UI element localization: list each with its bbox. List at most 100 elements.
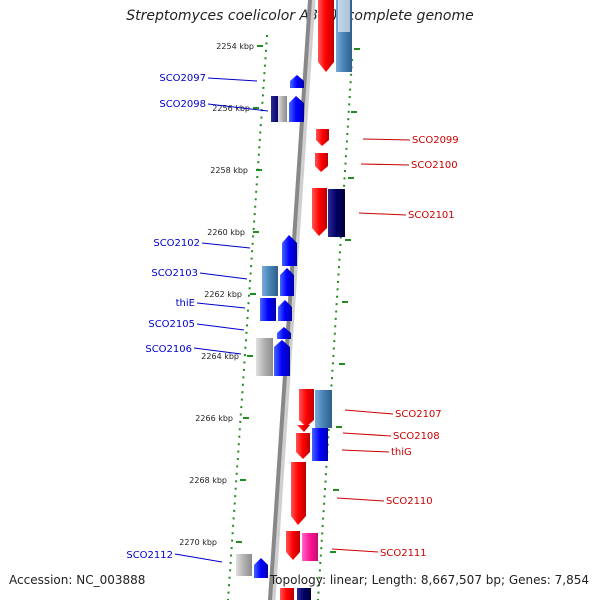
gene-arrow-forward[interactable]	[274, 340, 290, 376]
border-dot	[255, 190, 258, 193]
feature-box[interactable]	[315, 390, 332, 428]
gene-label-sco2108[interactable]: SCO2108	[342, 431, 440, 442]
gene-arrow-reverse[interactable]	[296, 433, 310, 459]
border-dot	[339, 243, 342, 246]
gene-label-sco2098[interactable]: SCO2098	[159, 99, 269, 112]
gene-label-sco2100[interactable]: SCO2100	[360, 160, 458, 171]
gene-arrow-forward[interactable]	[282, 235, 297, 266]
feature-box[interactable]	[312, 428, 328, 461]
border-dot	[336, 288, 339, 291]
feature-box[interactable]	[328, 189, 345, 237]
gene-label-sco2097[interactable]: SCO2097	[159, 73, 258, 84]
border-dot	[253, 213, 256, 216]
border-dot	[257, 161, 260, 164]
feature-box[interactable]	[280, 588, 294, 600]
gene-arrow-forward[interactable]	[290, 75, 304, 88]
feature-box[interactable]	[260, 298, 276, 321]
gene-label-sco2106[interactable]: SCO2106	[145, 344, 242, 355]
border-dot	[231, 532, 234, 535]
border-dot	[348, 96, 351, 98]
gene-label-sco2099[interactable]: SCO2099	[362, 135, 459, 146]
forward-gene-labels: SCO2097 SCO2098 SCO2102 SCO2103 thiE SCO…	[126, 73, 269, 563]
ruler-tick: 2256 kbp	[212, 104, 259, 113]
gene-arrow-forward[interactable]	[278, 300, 292, 321]
border-dot	[348, 103, 351, 106]
border-dot	[248, 294, 250, 297]
gene-label-text: thiE	[176, 298, 195, 309]
ruler-tick-label: 2264 kbp	[201, 352, 239, 361]
border-dot	[227, 591, 230, 594]
gene-arrow-reverse[interactable]	[312, 188, 327, 236]
border-dot	[242, 368, 245, 371]
ruler-tick-label: 2254 kbp	[216, 42, 254, 51]
gene-arrow-reverse[interactable]	[318, 0, 334, 72]
gene-label-sco2103[interactable]: SCO2103	[151, 268, 248, 280]
border-dot	[320, 547, 323, 550]
gene-label-sco2111[interactable]: SCO2111	[331, 548, 427, 559]
gene-arrow-reverse[interactable]	[297, 425, 310, 432]
gene-label-sco2102[interactable]: SCO2102	[153, 238, 251, 249]
gene-arrow-forward[interactable]	[254, 558, 268, 578]
border-dot	[346, 125, 349, 128]
border-dot	[246, 317, 249, 319]
border-dot	[331, 362, 334, 365]
border-dot	[259, 131, 262, 134]
feature-box[interactable]	[262, 266, 278, 296]
border-dot	[234, 495, 237, 498]
border-dot	[255, 183, 258, 186]
border-dot	[334, 325, 337, 328]
border-dot	[331, 369, 334, 372]
gene-label-sco2112[interactable]: SCO2112	[126, 550, 223, 563]
gene-arrow-reverse[interactable]	[299, 389, 314, 427]
ruler-tick: 2258 kbp	[210, 166, 262, 175]
gene-arrow-reverse[interactable]	[286, 531, 300, 560]
ruler-tick: 2264 kbp	[201, 352, 253, 361]
gene-arrow-forward[interactable]	[280, 268, 294, 296]
gene-label-sco2105[interactable]: SCO2105	[148, 319, 245, 331]
border-dot	[344, 170, 346, 172]
border-dot	[338, 258, 341, 261]
gene-arrow-reverse[interactable]	[291, 462, 306, 525]
feature-box[interactable]	[338, 0, 350, 32]
border-dot	[230, 554, 233, 557]
gene-label-sco2101[interactable]: SCO2101	[358, 210, 455, 221]
border-dot	[242, 376, 245, 379]
border-dot	[321, 532, 324, 535]
gene-label-sco2107[interactable]: SCO2107	[344, 409, 442, 420]
gene-arrow-forward[interactable]	[277, 327, 291, 339]
gene-arrow-reverse[interactable]	[315, 153, 328, 172]
border-dot	[252, 227, 255, 230]
feature-box[interactable]	[278, 96, 287, 122]
border-dot	[318, 576, 321, 579]
border-dot	[249, 272, 252, 275]
gene-label-sco2110[interactable]: SCO2110	[336, 496, 433, 507]
ruler-ticks: 2254 kbp 2256 kbp 2258 kbp 2260 kbp 2262…	[179, 42, 263, 547]
border-dot	[231, 539, 234, 542]
border-dot	[258, 138, 261, 141]
border-dot	[240, 398, 243, 401]
genome-axis	[268, 0, 312, 600]
border-dot	[344, 155, 347, 158]
border-dot	[228, 576, 231, 579]
border-dot	[238, 428, 241, 431]
border-dot	[317, 584, 320, 587]
border-dot	[256, 176, 259, 178]
border-dot	[319, 554, 322, 557]
border-dot	[324, 473, 327, 476]
gene-label-text: thiG	[391, 447, 412, 458]
gene-label-thie[interactable]: thiE	[176, 298, 246, 309]
ruler-tick: 2262 kbp	[204, 290, 256, 299]
ruler-tick-label: 2268 kbp	[189, 476, 227, 485]
feature-box[interactable]	[236, 554, 252, 576]
gene-arrow-reverse[interactable]	[316, 129, 329, 146]
gene-label-text: SCO2107	[395, 409, 442, 420]
gene-label-thig[interactable]: thiG	[341, 447, 412, 458]
feature-box[interactable]	[256, 338, 273, 376]
feature-box[interactable]	[302, 533, 318, 561]
feature-box[interactable]	[297, 588, 311, 600]
gene-arrow-forward[interactable]	[289, 96, 304, 122]
border-dot	[244, 346, 247, 349]
border-dot	[228, 584, 230, 587]
border-dot	[239, 413, 242, 416]
